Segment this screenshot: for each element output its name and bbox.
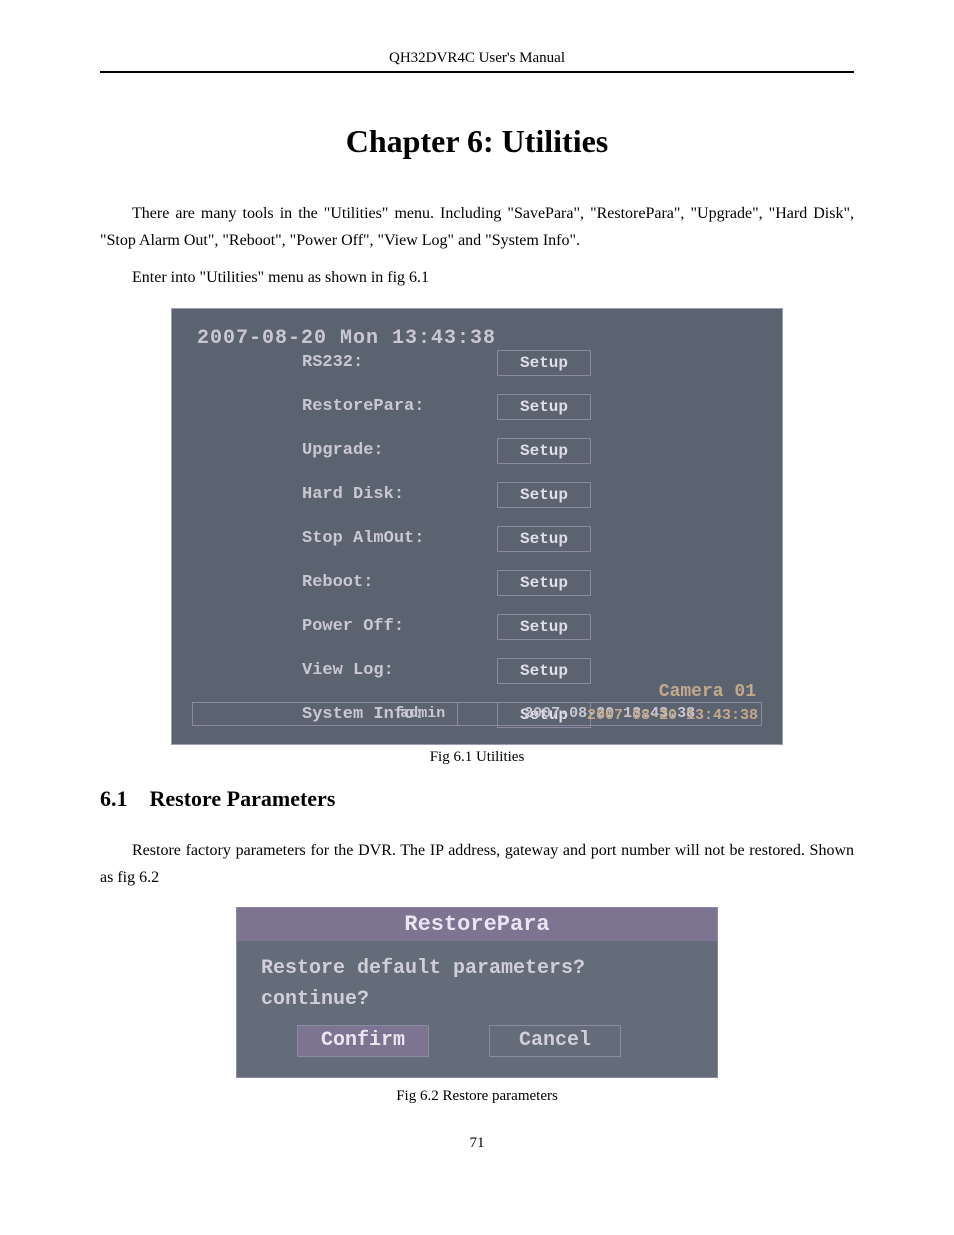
dialog-message-line-2: continue? xyxy=(237,988,717,1025)
page-number: 71 xyxy=(100,1135,854,1152)
menu-row-reboot: Reboot: Setup xyxy=(302,561,722,605)
camera-label-overlay: Camera 01 xyxy=(659,682,756,702)
label-viewlog: View Log: xyxy=(302,661,497,680)
setup-button[interactable]: Setup xyxy=(497,570,591,596)
setup-button[interactable]: Setup xyxy=(497,614,591,640)
intro-paragraph: There are many tools in the "Utilities" … xyxy=(100,200,854,254)
label-rs232: RS232: xyxy=(302,353,497,372)
dialog-buttons: Confirm Cancel xyxy=(237,1025,717,1077)
document-header: QH32DVR4C User's Manual xyxy=(100,50,854,73)
dialog-title: RestorePara xyxy=(237,908,717,941)
section-6-1-title: 6.1 Restore Parameters xyxy=(100,786,854,812)
label-reboot: Reboot: xyxy=(302,573,497,592)
label-poweroff: Power Off: xyxy=(302,617,497,636)
chapter-title: Chapter 6: Utilities xyxy=(100,123,854,160)
menu-row-stopalmout: Stop AlmOut: Setup xyxy=(302,517,722,561)
setup-button[interactable]: Setup xyxy=(497,526,591,552)
menu-row-harddisk: Hard Disk: Setup xyxy=(302,473,722,517)
label-harddisk: Hard Disk: xyxy=(302,485,497,504)
setup-button[interactable]: Setup xyxy=(497,482,591,508)
menu-row-upgrade: Upgrade: Setup xyxy=(302,429,722,473)
utilities-menu-rows: RS232: Setup RestorePara: Setup Upgrade:… xyxy=(302,341,722,737)
confirm-button[interactable]: Confirm xyxy=(297,1025,429,1057)
status-user: admin xyxy=(193,703,458,725)
setup-button[interactable]: Setup xyxy=(497,658,591,684)
label-upgrade: Upgrade: xyxy=(302,441,497,460)
fig-6-2-caption: Fig 6.2 Restore parameters xyxy=(100,1088,854,1105)
section-heading: Restore Parameters xyxy=(150,786,336,811)
label-stopalmout: Stop AlmOut: xyxy=(302,529,497,548)
dialog-message-line-1: Restore default parameters? xyxy=(237,941,717,988)
fig-6-1-screenshot: 2007-08-20 Mon 13:43:38 RS232: Setup Res… xyxy=(171,308,783,745)
setup-button[interactable]: Setup xyxy=(497,394,591,420)
setup-button[interactable]: Setup xyxy=(497,438,591,464)
intro-line-2: Enter into "Utilities" menu as shown in … xyxy=(100,264,854,291)
section-number: 6.1 xyxy=(100,786,128,811)
menu-row-restorepara: RestorePara: Setup xyxy=(302,385,722,429)
overlay-timestamp: 2007-08-20 13:43:38 xyxy=(587,707,758,724)
setup-button[interactable]: Setup xyxy=(497,350,591,376)
cancel-button[interactable]: Cancel xyxy=(489,1025,621,1057)
label-restorepara: RestorePara: xyxy=(302,397,497,416)
menu-row-poweroff: Power Off: Setup xyxy=(302,605,722,649)
section-6-1-body: Restore factory parameters for the DVR. … xyxy=(100,837,854,891)
fig-6-2-dialog: RestorePara Restore default parameters? … xyxy=(236,907,718,1078)
menu-row-rs232: RS232: Setup xyxy=(302,341,722,385)
fig-6-1-caption: Fig 6.1 Utilities xyxy=(100,749,854,766)
